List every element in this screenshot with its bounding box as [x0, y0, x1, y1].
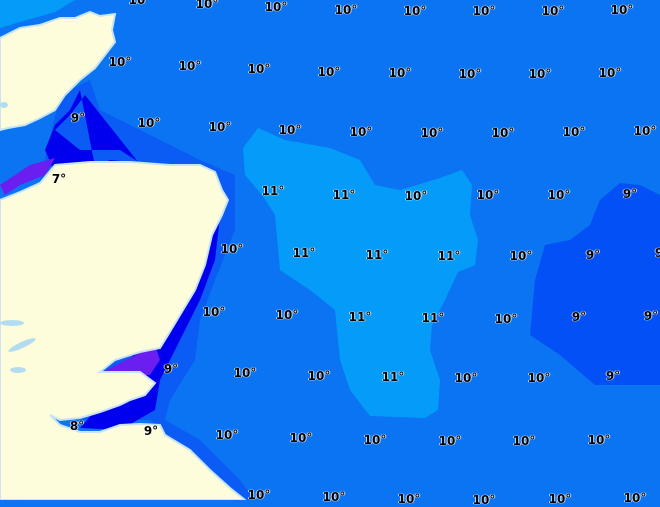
- temperature-label: 11°: [348, 310, 372, 324]
- temperature-label: 9°: [654, 246, 660, 260]
- temperature-label: 10°: [307, 369, 331, 383]
- temperature-label: 10°: [420, 126, 444, 140]
- temperature-label: 10°: [128, 0, 152, 7]
- temperature-label: 10°: [363, 433, 387, 447]
- temperature-label: 10°: [137, 116, 161, 130]
- temperature-label: 10°: [233, 366, 257, 380]
- temperature-label: 10°: [527, 371, 551, 385]
- temperature-label: 10°: [509, 249, 533, 263]
- temperature-label: 10°: [562, 125, 586, 139]
- temperature-label: 10°: [108, 55, 132, 69]
- land-main: [0, 161, 247, 500]
- lake: [0, 320, 24, 326]
- temperature-label: 11°: [437, 249, 461, 263]
- sea-top-left-light: [0, 0, 75, 28]
- temperature-label: 10°: [476, 188, 500, 202]
- temperature-label: 10°: [275, 308, 299, 322]
- temperature-label: 10°: [598, 66, 622, 80]
- temperature-label: 10°: [208, 120, 232, 134]
- land-north: [0, 10, 117, 132]
- temperature-label: 9°: [585, 248, 601, 262]
- temperature-label: 10°: [404, 189, 428, 203]
- lake: [0, 102, 8, 108]
- temperature-label: 10°: [178, 59, 202, 73]
- temperature-label: 10°: [322, 490, 346, 504]
- temperature-label: 10°: [220, 242, 244, 256]
- sea-11-region: [243, 128, 478, 418]
- temperature-label: 10°: [264, 0, 288, 14]
- sea-9-region: [530, 183, 660, 385]
- temperature-label: 11°: [421, 311, 445, 325]
- temperature-label: 10°: [494, 312, 518, 326]
- temperature-label: 9°: [622, 187, 638, 201]
- temperature-label: 10°: [397, 492, 421, 506]
- lakes: [0, 102, 36, 373]
- temperature-label: 9°: [143, 424, 159, 438]
- lake: [8, 338, 36, 352]
- temperature-label: 10°: [195, 0, 219, 11]
- temperature-label: 10°: [623, 491, 647, 505]
- temperature-label: 10°: [202, 305, 226, 319]
- temperature-label: 9°: [571, 310, 587, 324]
- temperature-label: 10°: [349, 125, 373, 139]
- sea-coastal-7-band: [0, 158, 55, 195]
- temperature-label: 10°: [548, 492, 572, 506]
- temperature-label: 10°: [334, 3, 358, 17]
- temperature-label: 10°: [610, 3, 634, 17]
- temperature-label: 9°: [605, 369, 621, 383]
- temperature-label: 11°: [365, 248, 389, 262]
- temperature-label: 10°: [388, 66, 412, 80]
- temperature-label: 10°: [289, 431, 313, 445]
- temperature-label: 11°: [381, 370, 405, 384]
- temperature-label: 11°: [332, 188, 356, 202]
- temperature-label: 10°: [472, 493, 496, 507]
- temperature-label: 10°: [587, 433, 611, 447]
- temperature-label: 10°: [472, 4, 496, 18]
- temperature-label: 10°: [541, 4, 565, 18]
- temperature-label: 9°: [163, 362, 179, 376]
- temperature-label: 10°: [491, 126, 515, 140]
- temperature-label: 11°: [261, 184, 285, 198]
- temperature-label: 10°: [454, 371, 478, 385]
- lake: [10, 367, 26, 373]
- temperature-label: 9°: [643, 309, 659, 323]
- temperature-label: 8°: [69, 419, 85, 433]
- temperature-label: 7°: [51, 172, 67, 186]
- temperature-label: 10°: [528, 67, 552, 81]
- temperature-label: 10°: [278, 123, 302, 137]
- temperature-label: 11°: [292, 246, 316, 260]
- temperature-label: 10°: [247, 488, 271, 502]
- temperature-label: 10°: [438, 434, 462, 448]
- sea-coastal-7-inlet: [95, 345, 160, 376]
- temperature-label: 10°: [458, 67, 482, 81]
- temperature-label: 10°: [512, 434, 536, 448]
- temperature-label: 10°: [215, 428, 239, 442]
- temperature-label: 10°: [633, 124, 657, 138]
- temperature-label: 9°: [70, 111, 86, 125]
- temperature-label: 10°: [547, 188, 571, 202]
- temperature-label: 10°: [403, 4, 427, 18]
- temperature-label: 10°: [247, 62, 271, 76]
- temperature-label: 10°: [317, 65, 341, 79]
